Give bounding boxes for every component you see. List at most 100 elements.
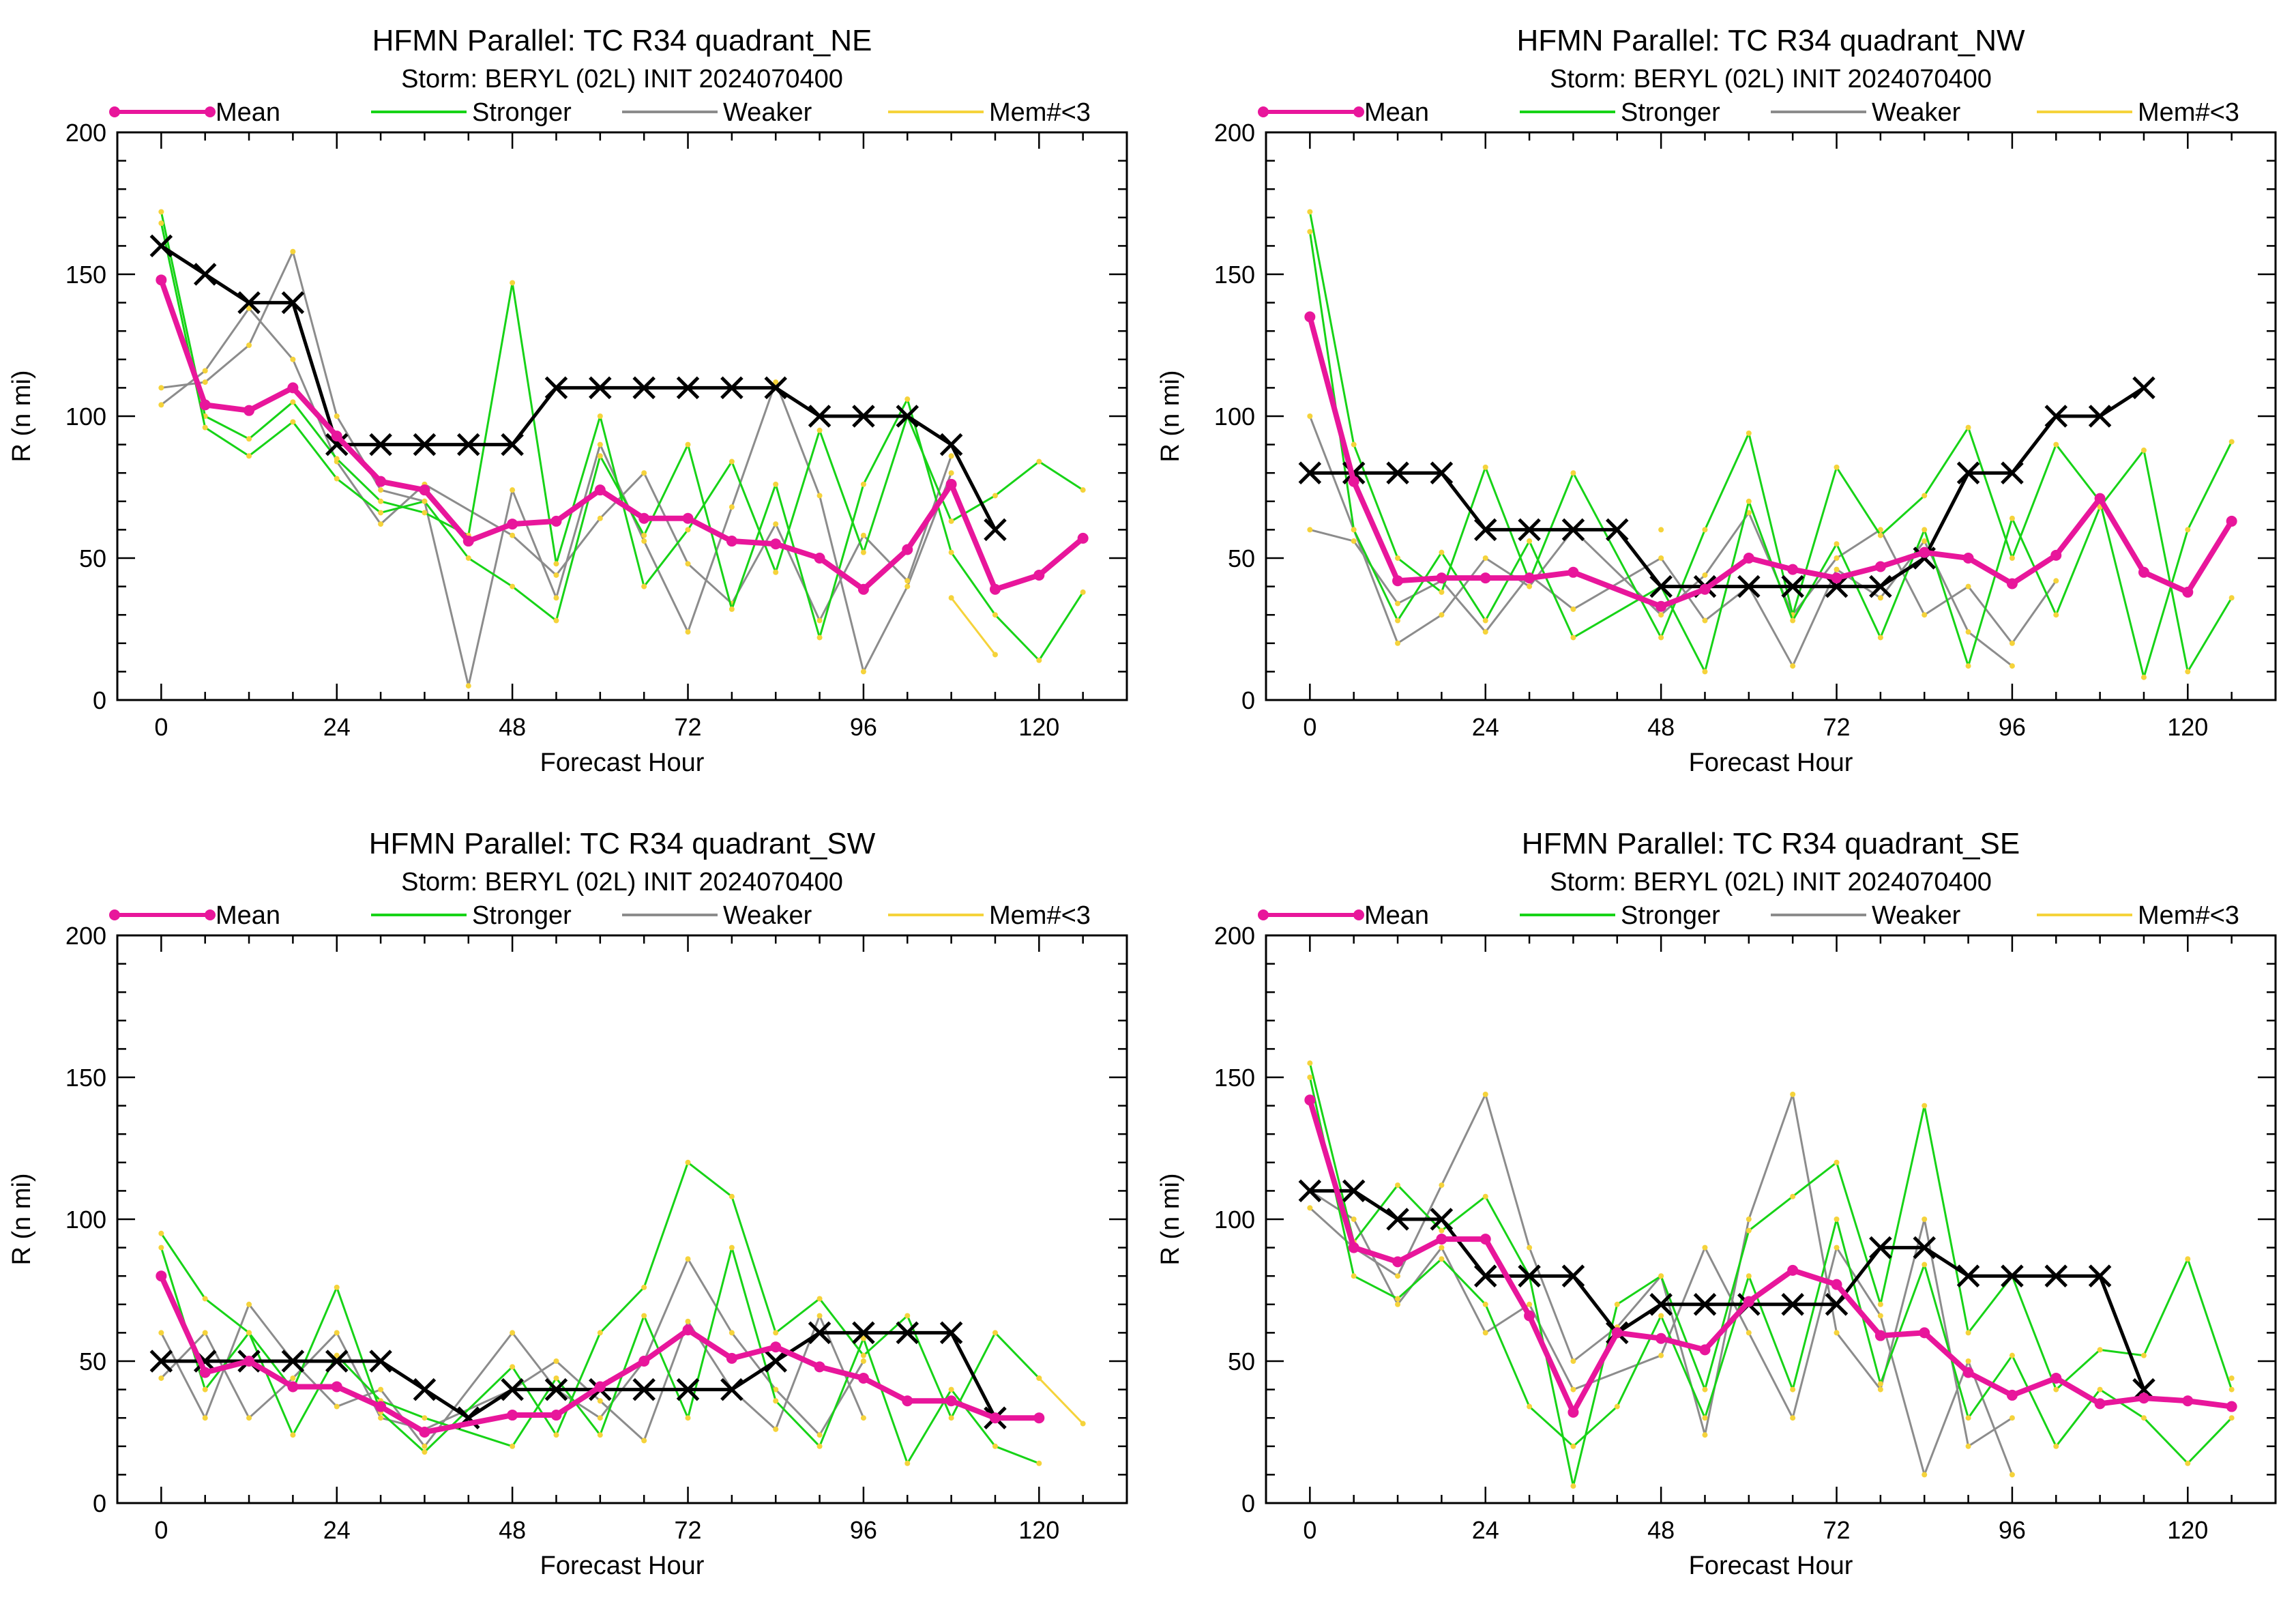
data-point	[1787, 1264, 1799, 1276]
data-point	[246, 436, 252, 442]
data-point	[507, 519, 518, 530]
data-point	[550, 1410, 562, 1421]
data-point-marker	[2044, 1264, 2068, 1287]
x-tick-label: 48	[1647, 713, 1675, 741]
data-point	[290, 399, 296, 405]
y-tick-label: 150	[1214, 261, 1255, 289]
data-point	[1834, 1330, 1840, 1336]
series-mean	[156, 1270, 1045, 1438]
data-point	[685, 1159, 691, 1165]
data-point-marker	[544, 1378, 568, 1401]
data-point	[904, 1460, 911, 1466]
data-point	[728, 504, 735, 510]
data-point-marker	[589, 376, 612, 400]
data-point	[1658, 1352, 1664, 1358]
data-point	[290, 1375, 296, 1381]
data-point-marker	[939, 1321, 963, 1345]
data-point	[1965, 1415, 1971, 1421]
data-point	[378, 1415, 384, 1421]
data-point	[597, 453, 603, 459]
data-point-marker	[1386, 461, 1409, 484]
data-point	[1436, 572, 1447, 584]
data-point	[422, 498, 428, 504]
data-point-marker	[984, 518, 1007, 542]
data-point	[1036, 657, 1042, 663]
data-point	[510, 583, 516, 589]
legend-label: Weaker	[723, 901, 812, 930]
data-point	[1307, 1075, 1313, 1080]
data-point	[375, 1401, 387, 1412]
data-point-marker	[149, 1350, 173, 1373]
data-point	[290, 356, 296, 362]
data-point	[1395, 555, 1401, 561]
data-point	[1877, 1381, 1883, 1387]
data-point	[773, 1330, 779, 1336]
chart-subtitle: Storm: BERYL (02L) INIT 2024070400	[401, 65, 843, 93]
data-point	[1702, 527, 1708, 533]
data-point	[682, 512, 694, 524]
data-point	[510, 532, 516, 538]
data-point	[816, 617, 823, 624]
x-tick-label: 48	[499, 713, 526, 741]
data-point	[948, 1386, 954, 1393]
data-point	[1922, 538, 1928, 544]
data-point	[1395, 617, 1401, 624]
data-point	[816, 1443, 823, 1449]
series-line	[1038, 1377, 1084, 1425]
data-point-marker	[149, 234, 173, 258]
legend-label: Mean	[216, 901, 280, 930]
data-point-marker	[1518, 1264, 1541, 1287]
series-weaker	[158, 1313, 866, 1444]
data-point	[992, 612, 998, 618]
data-point	[334, 476, 340, 482]
data-point	[1965, 629, 1971, 635]
data-point	[1395, 1301, 1401, 1307]
series-official	[149, 234, 1007, 542]
y-axis-label: R (n mi)	[8, 1173, 36, 1265]
data-point	[1395, 600, 1401, 607]
data-point	[510, 280, 516, 286]
data-point	[1922, 527, 1928, 533]
data-point	[290, 1432, 296, 1438]
data-point	[2138, 566, 2149, 578]
data-point	[199, 1367, 211, 1378]
data-point	[2094, 1398, 2106, 1410]
data-point	[510, 1364, 516, 1370]
data-point	[641, 532, 647, 538]
data-point	[1699, 1344, 1711, 1356]
data-point	[1570, 470, 1576, 476]
data-point	[1307, 413, 1313, 419]
data-point	[1527, 1403, 1533, 1410]
data-point	[948, 470, 954, 476]
data-point	[948, 518, 954, 524]
data-point	[1036, 1375, 1042, 1381]
data-point	[685, 1415, 691, 1421]
y-tick-label: 0	[93, 1489, 106, 1517]
data-point	[1570, 1483, 1576, 1489]
data-point	[462, 536, 474, 547]
data-point	[2006, 578, 2018, 589]
data-point	[816, 427, 823, 433]
data-point-marker	[457, 433, 480, 456]
data-point-marker	[193, 263, 217, 286]
data-point	[156, 1270, 167, 1282]
data-point	[641, 1284, 647, 1290]
data-point-marker	[1825, 1293, 1849, 1316]
data-point	[860, 549, 866, 555]
legend-label: Stronger	[472, 901, 572, 930]
data-point	[158, 220, 164, 227]
series-line	[160, 222, 1084, 662]
data-point	[1080, 589, 1086, 595]
data-point	[2053, 1443, 2059, 1449]
data-point	[1436, 1234, 1447, 1245]
series-line	[1308, 416, 2057, 645]
data-point-marker	[544, 376, 568, 400]
data-point	[553, 561, 559, 567]
data-point	[904, 1313, 911, 1319]
data-point	[1702, 1415, 1708, 1421]
data-point	[1527, 1301, 1533, 1307]
data-point	[773, 481, 779, 487]
data-point	[1834, 1217, 1840, 1222]
x-tick-label: 96	[850, 1516, 877, 1544]
